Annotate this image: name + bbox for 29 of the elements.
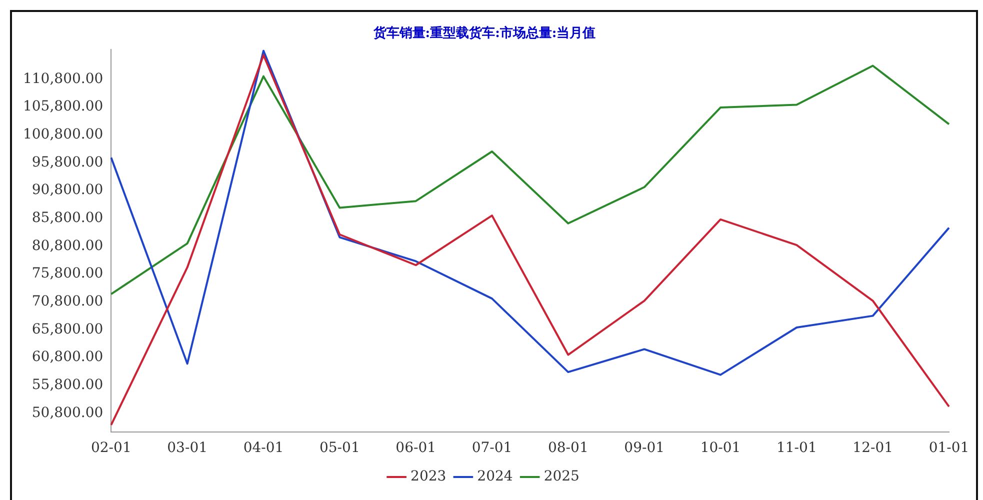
x-tick-label: 02-01 <box>90 440 132 456</box>
y-tick-label: 60,800.00 <box>32 349 104 366</box>
x-tick-label: 08-01 <box>548 440 588 456</box>
y-tick-label: 80,800.00 <box>32 238 104 254</box>
x-tick-label: 01-01 <box>928 440 970 456</box>
y-tick-label: 110,800.00 <box>22 70 104 87</box>
y-tick-label: 50,800.00 <box>32 404 104 421</box>
y-tick-label: 70,800.00 <box>32 294 104 310</box>
x-tick-label: 10-01 <box>700 440 741 456</box>
y-tick-label: 90,800.00 <box>32 182 104 198</box>
x-tick-label: 03-01 <box>167 440 208 456</box>
x-tick-label: 07-01 <box>472 440 512 456</box>
x-tick-label: 09-01 <box>624 440 665 456</box>
chart-title: 货车销量:重型载货车:市场总量:当月值 <box>372 25 596 42</box>
y-tick-label: 105,800.00 <box>22 98 104 115</box>
x-tick-label: 11-01 <box>776 440 817 456</box>
y-tick-label: 75,800.00 <box>32 266 104 282</box>
y-tick-label: 95,800.00 <box>32 154 104 170</box>
x-tick-label: 05-01 <box>319 440 360 456</box>
legend-label: 2024 <box>477 468 513 485</box>
x-tick-label: 04-01 <box>243 440 284 456</box>
legend-label: 2025 <box>544 468 580 485</box>
y-tick-label: 85,800.00 <box>32 210 104 226</box>
y-tick-label: 100,800.00 <box>22 126 104 142</box>
x-tick-label: 06-01 <box>396 440 436 456</box>
y-tick-label: 55,800.00 <box>32 377 104 394</box>
x-tick-label: 12-01 <box>852 440 894 456</box>
y-tick-label: 65,800.00 <box>32 321 104 338</box>
legend-label: 2023 <box>410 468 446 485</box>
